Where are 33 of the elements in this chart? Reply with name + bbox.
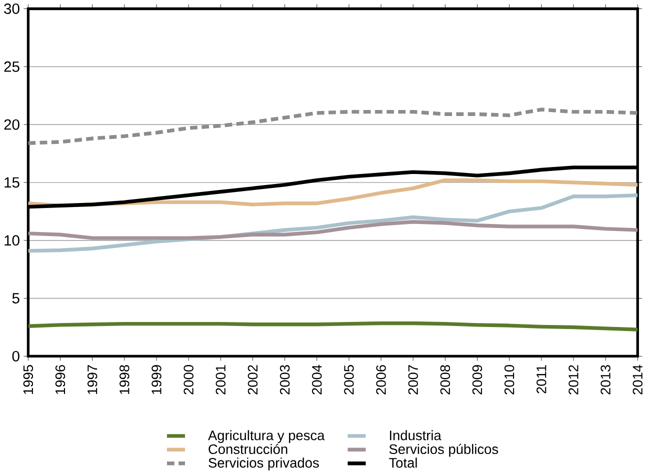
x-tick-label: 2009 — [472, 364, 482, 394]
legend-label: Agricultura y pesca — [208, 430, 325, 443]
x-tick-label: 2012 — [568, 364, 578, 394]
legend-label: Construcción — [208, 444, 288, 454]
y-tick-label: 5 — [12, 292, 20, 304]
y-tick-label: 20 — [4, 119, 20, 130]
x-tick-label: 2014 — [632, 364, 642, 394]
x-tick-label: 2010 — [504, 364, 514, 394]
legend-label: Servicios públicos — [389, 444, 498, 457]
x-tick-label: 1997 — [87, 364, 98, 394]
legend-label: Servicios privados — [208, 457, 319, 470]
y-tick-label: 10 — [4, 234, 20, 246]
x-tick-label: 2002 — [248, 364, 258, 394]
x-tick-label: 2011 — [536, 364, 546, 394]
x-tick-label: 2005 — [344, 364, 354, 394]
x-tick-label: 2000 — [184, 364, 194, 394]
x-tick-label: 2013 — [600, 364, 610, 394]
x-tick-label: 2008 — [440, 364, 450, 394]
x-tick-label: 2001 — [216, 364, 226, 394]
x-tick-label: 1995 — [23, 364, 34, 394]
legend-label: Total — [389, 457, 417, 468]
x-tick-label: 2007 — [408, 364, 418, 394]
x-tick-label: 1999 — [152, 364, 162, 394]
x-tick-label: 2003 — [280, 364, 290, 394]
legend-label: Industria — [390, 430, 442, 440]
x-tick-label: 1998 — [120, 364, 130, 394]
x-tick-label: 1996 — [55, 364, 66, 394]
y-tick-label: 25 — [4, 61, 20, 72]
y-tick-label: 30 — [4, 3, 20, 14]
x-tick-label: 2004 — [312, 364, 322, 394]
x-tick-label: 2006 — [376, 364, 386, 394]
y-tick-label: 0 — [12, 350, 20, 362]
y-tick-label: 15 — [4, 177, 20, 188]
